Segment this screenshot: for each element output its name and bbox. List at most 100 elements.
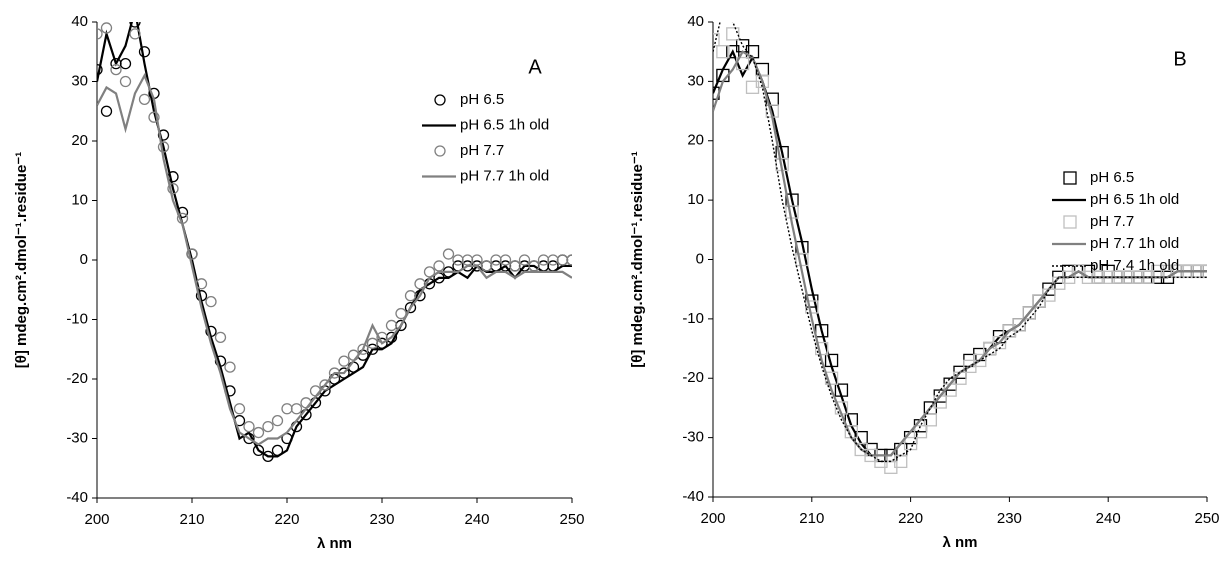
x-tick-label: 250	[1194, 510, 1219, 527]
data-line	[97, 72, 572, 446]
data-point	[404, 301, 417, 314]
panel-label: B	[1173, 48, 1186, 70]
data-point	[713, 33, 720, 47]
data-point	[157, 129, 170, 141]
y-tick-label: 30	[71, 72, 88, 89]
data-point	[214, 331, 227, 344]
y-tick-label: 0	[696, 250, 704, 267]
data-point	[509, 260, 521, 272]
data-point	[100, 105, 113, 117]
data-line	[713, 49, 1207, 457]
x-tick-label: 240	[1096, 510, 1121, 527]
data-point	[1022, 306, 1036, 320]
y-tick-label: 0	[80, 251, 88, 268]
data-point	[547, 254, 559, 266]
legend-label: pH 7.7 1h old	[460, 167, 549, 184]
legend-label: pH 6.5 1h old	[1090, 191, 1179, 208]
data-point	[913, 425, 928, 439]
legend-swatch	[1063, 171, 1077, 185]
data-point	[233, 403, 246, 415]
data-point	[716, 45, 730, 59]
y-tick-label: -20	[66, 370, 88, 387]
data-point	[167, 182, 179, 195]
plot-area	[713, 22, 1207, 474]
data-point	[556, 254, 569, 266]
y-tick-label: -30	[682, 429, 704, 446]
x-tick-label: 220	[274, 511, 299, 528]
data-point	[566, 254, 572, 266]
data-point	[471, 254, 483, 266]
data-point	[224, 361, 236, 373]
x-tick-label: 230	[369, 511, 394, 528]
legend-label: pH 6.5 1h old	[460, 116, 549, 133]
data-point	[1012, 318, 1026, 332]
data-point	[795, 252, 809, 267]
data-point	[290, 403, 303, 415]
y-axis-label: [θ] mdeg.cm².dmol⁻¹.residue⁻¹	[629, 151, 646, 367]
data-point	[755, 74, 770, 89]
legend-label: pH 6.5	[460, 91, 504, 108]
data-point	[452, 254, 464, 266]
y-tick-label: 20	[687, 132, 704, 149]
y-tick-label: -10	[682, 310, 704, 327]
data-point	[97, 63, 103, 76]
y-tick-label: -20	[682, 369, 704, 386]
legend-swatch	[434, 94, 446, 106]
panel-label: A	[528, 56, 542, 78]
data-point	[138, 93, 151, 105]
y-tick-label: 40	[687, 13, 704, 30]
data-line	[713, 22, 1207, 463]
data-point	[461, 254, 474, 266]
data-point	[805, 300, 819, 314]
data-point	[319, 379, 331, 391]
data-point	[442, 248, 455, 260]
data-point	[186, 248, 198, 260]
data-point	[480, 260, 493, 272]
data-point	[281, 403, 293, 415]
y-tick-label: -30	[66, 429, 88, 446]
data-point	[271, 414, 284, 427]
legend-label: pH 6.5	[1090, 169, 1134, 186]
legend-label: pH 7.4 1h old	[1090, 257, 1179, 274]
y-tick-label: -40	[682, 488, 704, 505]
legend-label: pH 7.7 1h old	[1090, 235, 1179, 252]
data-point	[205, 295, 217, 308]
data-point	[100, 22, 113, 34]
x-tick-label: 200	[700, 510, 725, 527]
y-tick-label: 10	[71, 191, 88, 208]
data-line	[97, 22, 572, 458]
y-tick-label: 30	[687, 72, 704, 89]
data-point	[252, 426, 265, 439]
data-point	[815, 341, 829, 356]
data-point	[148, 111, 160, 123]
data-point	[433, 260, 445, 272]
data-point	[973, 353, 987, 368]
data-point	[357, 343, 369, 355]
x-tick-label: 210	[799, 510, 824, 527]
data-point	[119, 75, 132, 88]
data-point	[243, 420, 255, 433]
y-tick-label: -40	[66, 489, 88, 506]
data-point	[138, 46, 151, 58]
data-point	[404, 290, 417, 302]
legend-label: pH 7.7	[1090, 213, 1134, 230]
legend-swatch	[1063, 215, 1077, 229]
data-point	[262, 420, 274, 433]
data-point	[110, 63, 122, 76]
data-point	[414, 278, 426, 290]
data-point	[518, 254, 531, 266]
data-point	[129, 22, 141, 28]
y-tick-label: 40	[71, 13, 88, 30]
data-point	[499, 254, 512, 266]
data-point	[366, 337, 379, 349]
y-tick-label: 10	[687, 191, 704, 208]
data-point	[490, 254, 502, 266]
data-point	[395, 307, 407, 320]
data-point	[537, 254, 550, 266]
x-tick-label: 210	[179, 511, 204, 528]
data-point	[338, 355, 350, 367]
data-point	[385, 319, 398, 332]
x-tick-label: 230	[997, 510, 1022, 527]
legend-label: pH 7.7	[460, 142, 504, 159]
